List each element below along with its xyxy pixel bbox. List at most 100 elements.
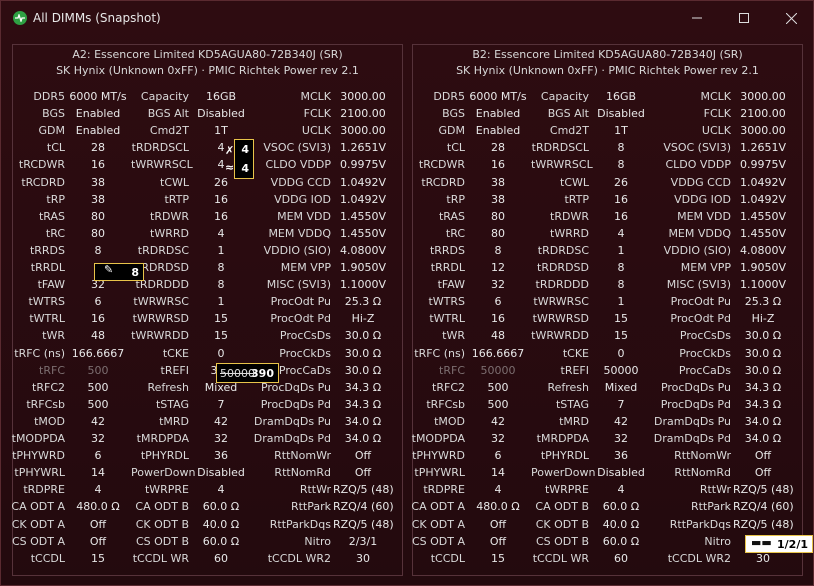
timing-value: 3000.00 <box>740 90 786 103</box>
panel-a2-vendor-line: SK Hynix (Unknown 0xFF) · PMIC Richtek P… <box>56 64 359 77</box>
dimm-panel-a2: A2: Essencore Limited KD5AGUA80-72B340J … <box>12 44 403 576</box>
timing-label: tRDRDSC <box>137 243 189 257</box>
window-title: All DIMMs (Snapshot) <box>33 11 161 25</box>
timing-label: FCLK <box>703 107 731 121</box>
timing-label: ProcCsDs <box>679 329 731 343</box>
timing-value: 1.4550V <box>739 226 786 240</box>
timing-value: 36 <box>614 449 628 463</box>
timing-label: tRCDWR <box>418 158 465 172</box>
timing-label: tRFCsb <box>426 397 465 411</box>
timing-value: 60.0 Ω <box>202 534 240 548</box>
timing-label: tRFC2 <box>32 380 65 394</box>
timing-value: Off <box>89 534 107 548</box>
timing-label: DramDqDs Pd <box>653 432 731 445</box>
timing-label: tCCDL WR <box>532 551 589 565</box>
title-bar[interactable]: All DIMMs (Snapshot) <box>1 1 813 35</box>
timing-label: VDDG CCD <box>670 175 731 189</box>
timing-value: 60.0 Ω <box>202 500 240 514</box>
timing-value: 4 <box>617 226 625 240</box>
timing-value: 60.0 Ω <box>602 500 640 514</box>
timing-label: tSTAG <box>155 397 189 411</box>
timing-value: Off <box>754 449 772 463</box>
timing-label: tWRWRDD <box>131 329 189 343</box>
timing-value: 500 <box>87 380 109 394</box>
timing-value: 0.9975V <box>739 158 786 172</box>
trefi-struck-value: 50000 <box>220 367 255 380</box>
timing-value: 42 <box>614 414 628 428</box>
timing-value: 25.3 Ω <box>744 295 782 309</box>
timing-label: tRC <box>45 226 65 240</box>
timing-value: 8 <box>617 278 625 292</box>
timing-value: 28 <box>491 141 505 155</box>
timing-value: 14 <box>491 466 505 480</box>
timing-label: RttWr <box>699 483 731 497</box>
timing-label: Cmd2T <box>549 124 589 138</box>
timing-value: 50000 <box>603 363 639 377</box>
timing-label: BGS <box>442 107 465 121</box>
timing-value: 34.0 Ω <box>744 414 782 428</box>
scribble-mark: ≈ <box>225 161 235 174</box>
timing-label: VDDG IOD <box>674 192 731 206</box>
timing-label: tWTRS <box>28 295 65 309</box>
timing-label: MCLK <box>700 90 731 103</box>
timing-label: UCLK <box>301 124 331 138</box>
timing-value: 16 <box>91 312 105 326</box>
timing-value: 25.3 Ω <box>344 295 382 309</box>
timing-value: 48 <box>491 329 505 343</box>
timing-label: tRDPRE <box>23 483 65 497</box>
timing-label: Refresh <box>547 380 589 394</box>
timing-label: tREFI <box>160 363 189 377</box>
timing-value: 6000 MT/s <box>69 90 127 103</box>
timing-value: 8 <box>494 243 502 257</box>
timing-label: tWRRD <box>150 226 189 240</box>
timing-label: tMODPDA <box>411 432 465 445</box>
dimm-panel-b2: B2: Essencore Limited KD5AGUA80-72B340J … <box>412 44 803 576</box>
timing-value: 1T <box>614 124 628 138</box>
timing-value: 6 <box>94 295 102 309</box>
timing-label: tRDRDSD <box>537 261 589 274</box>
close-button[interactable] <box>768 5 814 31</box>
timing-value: Hi-Z <box>751 312 775 326</box>
timing-label: tCCDL WR2 <box>667 551 731 565</box>
timing-label: tMODPDA <box>11 432 65 445</box>
timing-label: tCCDL <box>30 551 65 565</box>
timing-label: tRCDRD <box>421 175 465 189</box>
timing-label: tPHYWRL <box>14 466 65 480</box>
timing-label: ProcCaDs <box>278 363 331 377</box>
timing-label: tRAS <box>38 209 65 223</box>
timing-label: Refresh <box>147 380 189 394</box>
timing-value: 500 <box>87 363 109 377</box>
timing-value: 34.3 Ω <box>344 397 382 411</box>
timing-label: CA ODT A <box>11 500 65 514</box>
timing-value: 38 <box>491 192 505 206</box>
timing-label: Nitro <box>704 534 731 548</box>
timing-value: 1.1000V <box>339 278 386 292</box>
timing-value: Disabled <box>197 466 245 480</box>
timing-value: RZQ/5 (48) <box>333 483 394 497</box>
timing-label: ProcOdt Pd <box>670 312 731 326</box>
minimize-button[interactable] <box>674 5 720 31</box>
timing-label: tMRD <box>159 414 189 428</box>
timing-label: CS ODT B <box>135 534 189 548</box>
timing-label: CS ODT B <box>535 534 589 548</box>
timing-label: tRDRDSD <box>137 261 189 274</box>
timing-value: RZQ/4 (60) <box>733 500 794 514</box>
timing-label: MEM VDD <box>277 209 331 223</box>
timing-value: 60 <box>614 551 628 565</box>
maximize-button[interactable] <box>721 5 767 31</box>
timing-label: tMRDPDA <box>536 432 589 445</box>
timing-label: tWRWRSC <box>533 295 589 309</box>
timing-label: VDDIO (SIO) <box>663 243 731 257</box>
timing-label: tRFC <box>439 363 465 377</box>
timing-value: 80 <box>91 226 105 240</box>
timing-value: 4 <box>217 226 225 240</box>
timing-value: 42 <box>214 414 228 428</box>
timing-value: 500 <box>487 397 509 411</box>
timing-label: CS ODT A <box>11 534 65 548</box>
timing-value: 15 <box>214 329 228 343</box>
timing-label: tRDRDDD <box>535 278 589 292</box>
timing-value: 480.0 Ω <box>476 500 520 514</box>
timing-label: tRFC2 <box>432 380 465 394</box>
timing-value: 16 <box>614 192 628 206</box>
timing-label: tRCDWR <box>18 158 65 172</box>
